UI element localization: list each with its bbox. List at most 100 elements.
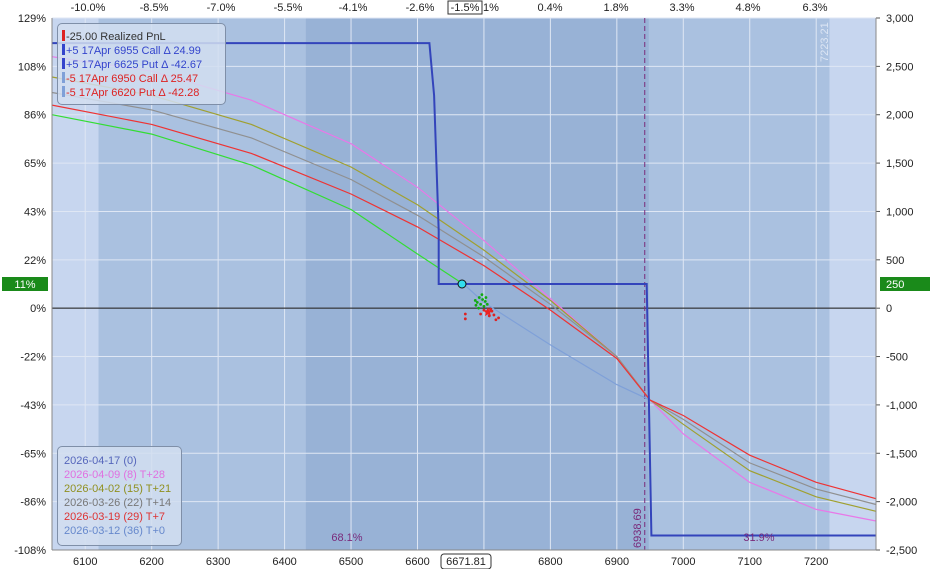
bottom-tick-label: 6100	[73, 556, 97, 568]
legend-text: -5 17Apr 6620 Put Δ -42.28	[66, 87, 200, 99]
scatter-point-green	[477, 296, 481, 299]
right-tick-label: 1,500	[886, 158, 914, 170]
date-legend: 2026-04-17 (0) 2026-04-09 (8) T+28 2026-…	[57, 446, 182, 546]
date-legend-item[interactable]: 2026-04-02 (15) T+21	[64, 483, 172, 495]
date-legend-item[interactable]: 2026-03-19 (29) T+7	[64, 511, 166, 523]
left-tick-label: 22%	[24, 255, 46, 267]
scatter-point-red	[494, 318, 498, 322]
series-line	[464, 284, 651, 401]
legend-text: +5 17Apr 6625 Put Δ -42.67	[66, 59, 203, 71]
right-tick-label: 500	[886, 255, 904, 267]
left-tick-label: 86%	[24, 110, 46, 122]
left-tick-label: 0%	[30, 303, 46, 315]
right-tick-label: -2,000	[886, 497, 917, 509]
left-tick-label: -65%	[20, 448, 46, 460]
top-tick-label: 6.3%	[802, 2, 827, 14]
current-pct-box	[447, 0, 483, 15]
top-tick-label: -2.6%	[406, 2, 435, 14]
scatter-point-red	[479, 312, 483, 316]
scatter-point-green	[475, 300, 479, 304]
left-marker-label: 11%	[14, 279, 35, 291]
scatter-point-red	[463, 312, 467, 316]
legend-text: +5 17Apr 6955 Call Δ 24.99	[66, 45, 201, 57]
scatter-point-green	[477, 306, 481, 310]
legend-text: -5 17Apr 6950 Call Δ 25.47	[66, 73, 199, 85]
right-tick-label: -500	[886, 352, 908, 364]
legend-row-call-short: -5 17Apr 6950 Call Δ 25.47	[62, 72, 198, 86]
current-price-marker	[457, 279, 467, 289]
top-tick-label: -5.5%	[274, 2, 303, 14]
bottom-tick-label: 6200	[139, 556, 163, 568]
scatter-point-red	[489, 307, 492, 311]
right-tick-label: -1,500	[886, 448, 917, 460]
bottom-tick-label: 6500	[339, 556, 363, 568]
right-tick-label: -1,000	[886, 400, 917, 412]
series-line	[51, 56, 877, 522]
legend-row-put-short: -5 17Apr 6620 Put Δ -42.28	[62, 86, 199, 100]
scatter-point-green	[481, 298, 485, 301]
left-tick-label: -86%	[20, 497, 46, 509]
left-tick-label: -22%	[20, 352, 46, 364]
date-legend-item[interactable]: 2026-03-12 (36) T+0	[64, 525, 166, 537]
bottom-tick-label: 6800	[538, 556, 562, 568]
top-tick-label: -7.0%	[207, 2, 236, 14]
scatter-point-green	[484, 296, 488, 299]
scatter-point-green	[473, 299, 477, 302]
legend-row-put-long: +5 17Apr 6625 Put Δ -42.67	[62, 58, 202, 72]
right-tick-label: 1,000	[886, 206, 914, 218]
bottom-tick-label: 6600	[405, 556, 429, 568]
legend-swatch	[62, 72, 65, 83]
left-tick-label: 43%	[24, 206, 46, 218]
right-value-marker	[880, 277, 930, 291]
series-line	[51, 91, 877, 506]
top-tick-label: 1.8%	[603, 2, 628, 14]
scatter-point-green	[480, 293, 484, 297]
legend-text: -25.00 Realized PnL	[66, 31, 166, 43]
right-edge-label: 7223.21	[819, 22, 831, 62]
right-tick-label: -2,500	[886, 545, 917, 557]
breakeven-label: 6938.69	[632, 508, 644, 548]
left-value-marker	[2, 277, 48, 291]
date-legend-item[interactable]: 2026-04-09 (8) T+28	[64, 469, 166, 481]
scatter-point-red	[497, 316, 500, 320]
legend-swatch	[62, 86, 65, 97]
series-line	[51, 104, 877, 500]
legend-row-realized-pnl: -25.00 Realized PnL	[62, 30, 166, 44]
scatter-point-green	[483, 300, 487, 303]
left-tick-label: 129%	[18, 13, 46, 25]
bottom-tick-label: 7200	[804, 556, 828, 568]
expiry-payoff-line	[52, 42, 876, 537]
right-tick-label: 2,000	[886, 110, 914, 122]
top-tick-label: 4.8%	[735, 2, 760, 14]
bottom-tick-label: 7000	[671, 556, 695, 568]
probability-left-label: 68.1%	[331, 532, 362, 544]
probability-right-label: 31.9%	[743, 532, 774, 544]
top-tick-label: 3.3%	[669, 2, 694, 14]
scatter-point-green	[479, 302, 483, 306]
current-price-box	[440, 553, 492, 569]
legend-row-call-long: +5 17Apr 6955 Call Δ 24.99	[62, 44, 201, 58]
legend-swatch	[62, 44, 65, 55]
right-marker-label: 250	[886, 279, 904, 291]
series-line	[51, 76, 877, 512]
current-price-label: 6671.81	[446, 556, 486, 568]
left-tick-label: -43%	[20, 400, 46, 412]
top-tick-label: 0.4%	[537, 2, 562, 14]
scatter-point-red	[492, 313, 496, 317]
right-tick-label: 0	[886, 303, 892, 315]
position-legend: -25.00 Realized PnL +5 17Apr 6955 Call Δ…	[57, 23, 226, 105]
top-tick-label: 1%	[483, 2, 499, 14]
date-legend-item[interactable]: 2026-04-17 (0)	[64, 455, 137, 467]
left-tick-label: -108%	[14, 545, 46, 557]
date-legend-item[interactable]: 2026-03-26 (22) T+14	[64, 497, 172, 509]
right-tick-label: 2,500	[886, 61, 914, 73]
legend-swatch	[62, 30, 65, 41]
scatter-point-green	[482, 304, 486, 308]
left-tick-label: 108%	[18, 61, 46, 73]
scatter-point-green	[485, 302, 489, 306]
top-tick-label: -8.5%	[140, 2, 169, 14]
bottom-tick-label: 6300	[206, 556, 230, 568]
bottom-tick-label: 6900	[605, 556, 629, 568]
current-pct-label: -1.5%	[451, 2, 480, 14]
